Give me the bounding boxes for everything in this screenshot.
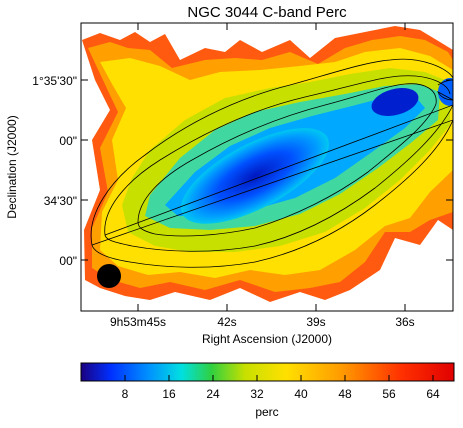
colorbar-tick-label: 16 xyxy=(162,387,176,401)
colorbar-tick-label: 24 xyxy=(206,387,220,401)
plot-frame xyxy=(80,22,454,312)
colorbar xyxy=(80,362,455,382)
colorbar-tick-label: 40 xyxy=(294,387,308,401)
figure-title: NGC 3044 C-band Perc xyxy=(187,4,347,21)
image-panel xyxy=(81,23,453,311)
colorbar-tick-label: 48 xyxy=(338,387,352,401)
colorbar-tick-label: 8 xyxy=(122,387,129,401)
colorbar-ticks xyxy=(124,375,434,381)
x-tick-label: 39s xyxy=(306,315,325,329)
contours xyxy=(90,58,453,268)
contour-middle xyxy=(104,75,453,252)
y-tick-label: 00" xyxy=(59,254,77,268)
y-tick-label: 1°35'30" xyxy=(32,74,77,88)
y-axis-label: Declination (J2000) xyxy=(5,115,19,218)
x-tick-label: 36s xyxy=(395,315,414,329)
y-tick-label: 00" xyxy=(59,134,77,148)
contour-inner xyxy=(137,83,437,237)
x-tick-label: 42s xyxy=(217,315,236,329)
colorbar-tick-label: 32 xyxy=(250,387,264,401)
x-axis xyxy=(137,23,406,311)
emission-core-east xyxy=(371,87,419,117)
x-axis-label: Right Ascension (J2000) xyxy=(202,332,332,346)
colorbar-tick-label: 56 xyxy=(382,387,396,401)
colorbar-label: perc xyxy=(255,405,278,419)
emission-core xyxy=(181,128,329,224)
colorbar-tick-label: 64 xyxy=(426,387,440,401)
y-axis xyxy=(81,79,453,261)
beam-symbol xyxy=(97,264,121,288)
x-tick-label: 9h53m45s xyxy=(110,315,166,329)
y-tick-label: 34'30" xyxy=(44,194,77,208)
emission-edge-blue xyxy=(438,78,453,106)
contour-outer xyxy=(90,58,453,268)
